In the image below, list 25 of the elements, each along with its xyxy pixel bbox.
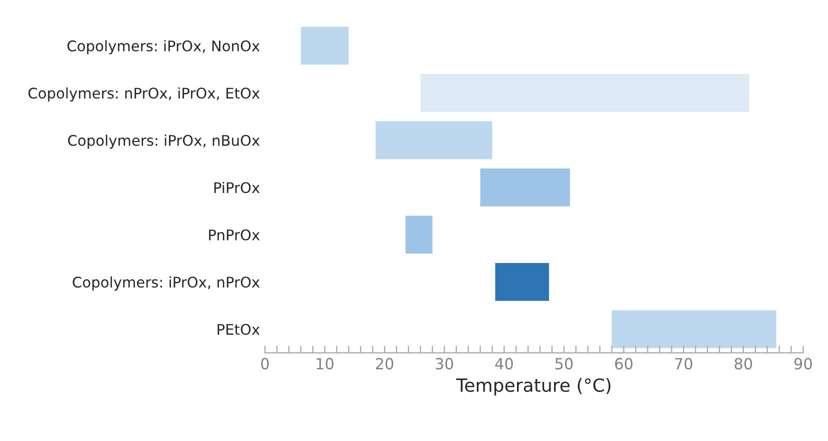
bar (480, 168, 570, 206)
y-tick-label: Copolymers: iPrOx, NonOx (67, 40, 260, 54)
x-axis-title: Temperature (°C) (456, 378, 610, 396)
x-tick-label: 90 (794, 358, 812, 370)
x-tick-label: 10 (316, 358, 334, 370)
y-tick-label: PEtOx (218, 324, 260, 335)
x-tick-label: 30 (436, 358, 454, 370)
x-tick-label: 0 (261, 358, 269, 370)
x-tick-label: 50 (555, 358, 573, 370)
x-tick-label: 80 (734, 358, 752, 370)
y-tick-label: PnPrOx (209, 229, 260, 240)
y-tick-label: Copolymers: iPrOx, nBuOx (68, 134, 260, 149)
x-tick-label: 40 (495, 358, 513, 370)
bar (495, 263, 550, 301)
bar (300, 26, 349, 65)
bar (376, 121, 492, 160)
x-tick-label: 70 (675, 358, 692, 370)
bar (420, 74, 750, 112)
bar (405, 216, 432, 254)
x-tick-label: 20 (376, 358, 394, 370)
y-tick-label: PiPrOx (214, 182, 260, 194)
y-tick-label: Copolymers: nPrOx, iPrOx, EtOx (28, 87, 260, 102)
x-tick-label: 60 (615, 358, 632, 370)
bar (612, 310, 776, 348)
y-tick-label: Copolymers: iPrOx, nPrOx (72, 276, 260, 290)
